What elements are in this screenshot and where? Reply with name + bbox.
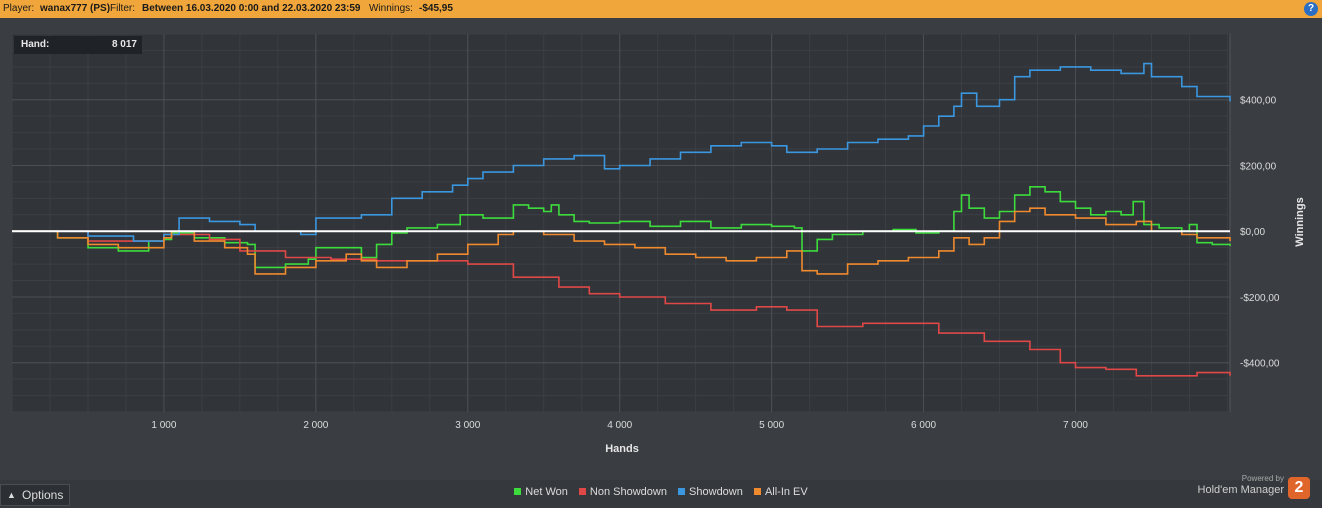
help-icon[interactable]: ? <box>1304 2 1318 16</box>
plot-background <box>11 33 1231 413</box>
filter-label: Filter: <box>110 3 135 14</box>
winnings-chart: 1 000 2 000 3 000 4 000 5 000 6 000 7 000 $400… <box>11 33 1306 455</box>
footer-bar <box>0 480 1322 508</box>
options-label: Options <box>22 488 64 502</box>
chart-area: 1 000 2 000 3 000 4 000 5 000 6 000 7 000 $400… <box>0 18 1322 480</box>
y-axis-label: Winnings <box>1294 197 1306 246</box>
winnings-value: -$45,95 <box>419 3 453 14</box>
series-line-non-showdown <box>12 230 1231 377</box>
y-tick-label: $200,00 <box>1240 161 1277 172</box>
x-tick-label: 3 000 <box>455 420 480 431</box>
legend-label: Net Won <box>525 486 568 498</box>
legend-swatch <box>678 488 686 495</box>
hand-label: Hand: <box>21 39 50 50</box>
brand: Powered by Hold'em Manager <box>1198 474 1284 497</box>
legend-swatch <box>514 488 522 495</box>
x-axis-ticks: 1 000 2 000 3 000 4 000 5 000 6 000 7 000 <box>151 420 1088 431</box>
grid <box>11 33 1231 413</box>
x-tick-label: 2 000 <box>303 420 328 431</box>
x-tick-label: 6 000 <box>911 420 936 431</box>
y-tick-label: -$400,00 <box>1240 359 1280 370</box>
legend-swatch <box>578 488 586 495</box>
powered-by-text: Powered by <box>1241 474 1284 483</box>
x-axis-label: Hands <box>605 443 639 455</box>
legend-label: Showdown <box>689 486 743 498</box>
legend-label: All-In EV <box>764 486 808 498</box>
x-tick-label: 1 000 <box>151 420 176 431</box>
legend-item-non-showdown[interactable]: Non Showdown <box>578 484 667 500</box>
series-line-net-won <box>12 186 1231 269</box>
series-line-all-in-ev <box>12 207 1231 275</box>
legend-label: Non Showdown <box>589 486 667 498</box>
legend-item-all-in-ev[interactable]: All-In EV <box>753 484 808 500</box>
y-tick-label: $400,00 <box>1240 96 1277 107</box>
x-tick-label: 7 000 <box>1063 420 1088 431</box>
filter-value: Between 16.03.2020 0:00 and 22.03.2020 2… <box>142 3 361 14</box>
player-value: wanax777 (PS) <box>40 3 111 14</box>
chevron-up-icon: ▲ <box>7 490 16 500</box>
title-bar: Player: wanax777 (PS) Filter: Between 16… <box>0 0 1322 18</box>
y-tick-label: $0,00 <box>1240 227 1265 238</box>
y-tick-label: -$200,00 <box>1240 293 1280 304</box>
legend-item-net-won[interactable]: Net Won <box>514 484 568 500</box>
series-lines <box>12 62 1231 377</box>
options-button[interactable]: ▲ Options <box>0 484 70 506</box>
y-axis-ticks: $400,00 $200,00 $0,00 -$200,00 -$400,00 <box>1240 96 1280 370</box>
hand-value: 8 017 <box>111 39 137 50</box>
chart-legend: Net Won Non Showdown Showdown All-In EV <box>0 484 1322 500</box>
x-tick-label: 4 000 <box>607 420 632 431</box>
player-label: Player: <box>3 3 35 14</box>
series-line-showdown <box>12 62 1231 242</box>
hm2-logo-icon: 2 <box>1288 477 1310 499</box>
x-tick-label: 5 000 <box>759 420 784 431</box>
legend-swatch <box>753 488 761 495</box>
brand-name: Hold'em Manager <box>1197 484 1284 496</box>
legend-item-showdown[interactable]: Showdown <box>678 484 743 500</box>
hand-readout: Hand: 8 017 <box>14 36 142 54</box>
winnings-label: Winnings: <box>369 3 413 14</box>
